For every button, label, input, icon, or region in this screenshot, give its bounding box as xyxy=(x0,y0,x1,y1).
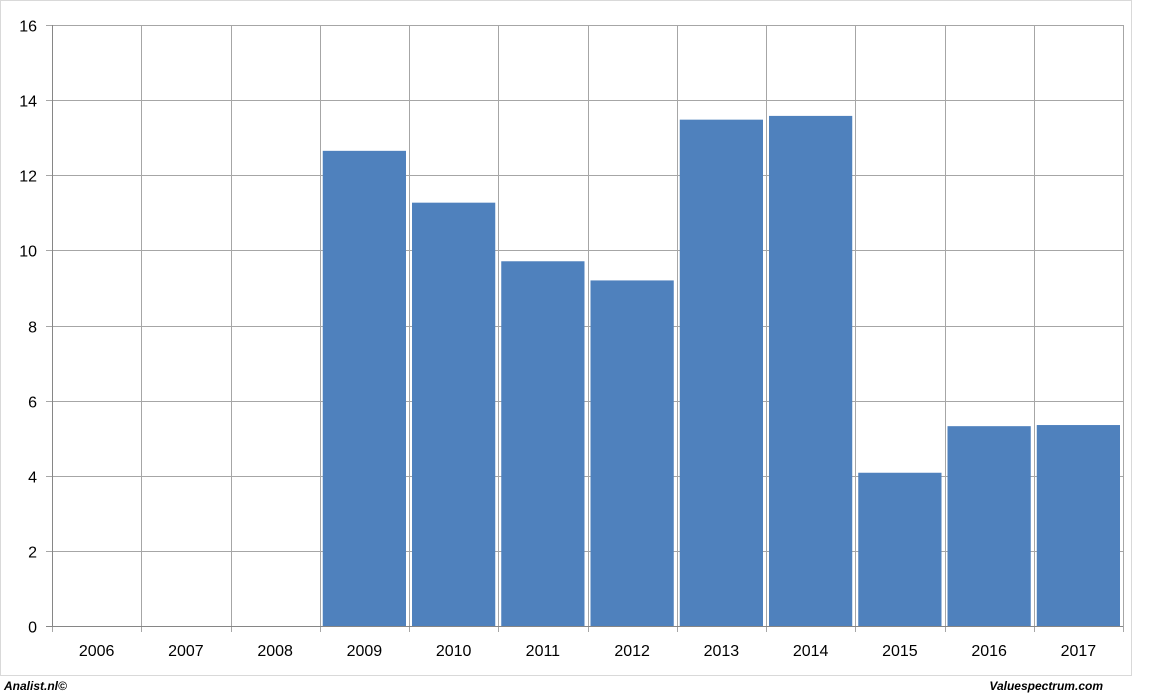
bar-2010 xyxy=(412,202,496,626)
footer-source-left: Analist.nl© xyxy=(4,679,67,693)
x-tick-label: 2017 xyxy=(1061,643,1097,660)
x-tick-label: 2008 xyxy=(257,643,293,660)
x-tick-label: 2011 xyxy=(526,643,561,660)
y-tick-label: 2 xyxy=(28,545,37,562)
bar-2011 xyxy=(501,261,585,626)
y-tick-label: 14 xyxy=(19,94,37,111)
x-tick-label: 2013 xyxy=(704,643,740,660)
y-tick-label: 6 xyxy=(28,395,37,412)
bars xyxy=(322,115,1120,627)
y-tick-labels: 0 2 4 6 8 10 12 14 16 xyxy=(19,19,37,637)
x-tick-label: 2015 xyxy=(882,643,918,660)
bar-2012 xyxy=(590,280,674,626)
axes xyxy=(46,25,1123,627)
bar-2013 xyxy=(679,119,763,626)
y-tick-label: 4 xyxy=(28,470,37,487)
x-tick-label: 2007 xyxy=(168,643,204,660)
y-tick-label: 16 xyxy=(19,19,37,36)
x-tick-label: 2006 xyxy=(79,643,115,660)
y-tick-label: 8 xyxy=(28,320,37,337)
x-tick-label: 2009 xyxy=(347,643,383,660)
x-tick-label: 2010 xyxy=(436,643,472,660)
x-tick-labels: 2006 2007 2008 2009 2010 2011 2012 2013 2014 2015… xyxy=(79,643,1096,660)
x-tick-label: 2014 xyxy=(793,643,829,660)
y-tick-label: 12 xyxy=(19,169,37,186)
x-tick-label: 2012 xyxy=(614,643,650,660)
bar-2017 xyxy=(1036,425,1120,626)
footer-source-right: Valuespectrum.com xyxy=(989,679,1103,693)
bar-2009 xyxy=(322,150,406,626)
x-tick-label: 2016 xyxy=(971,643,1007,660)
y-tick-label: 10 xyxy=(19,244,37,261)
bar-2015 xyxy=(858,472,942,626)
bar-2014 xyxy=(769,115,853,627)
bar-2016 xyxy=(947,426,1031,626)
y-tick-label: 0 xyxy=(28,620,37,637)
